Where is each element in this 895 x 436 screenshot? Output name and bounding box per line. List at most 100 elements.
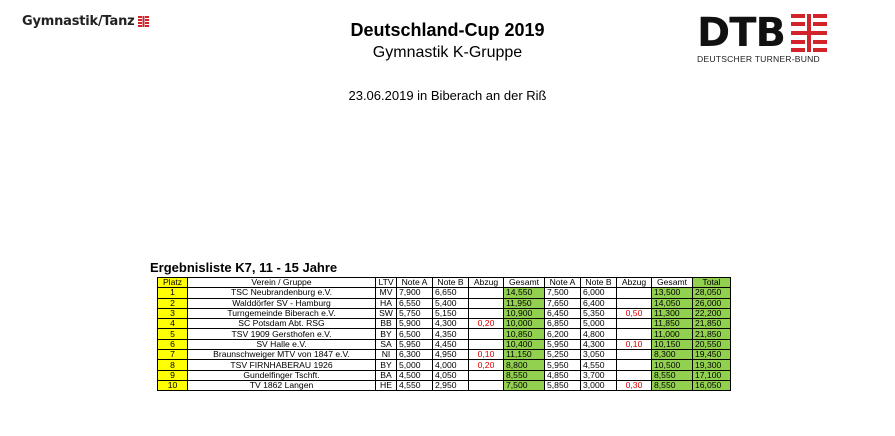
platz-cell: 6 [157, 338, 188, 351]
abzug2-cell [616, 369, 652, 381]
ltv-cell: SW [375, 307, 397, 320]
abzug2-cell [616, 297, 652, 309]
platz-cell: 8 [157, 359, 188, 371]
verein-cell: Walddörfer SV - Hamburg [187, 297, 376, 309]
abzug2-cell [616, 318, 652, 330]
note-b1-cell: 4,350 [432, 328, 469, 340]
dtb-emblem-icon [790, 14, 827, 52]
left-brand-text: Gymnastik/Tanz [22, 14, 135, 29]
total-cell: 19,300 [692, 359, 731, 371]
verein-cell: SC Potsdam Abt. RSG [187, 318, 376, 330]
note-b1-cell: 5,150 [432, 307, 469, 320]
col-note-b2-header: Note B [580, 276, 617, 289]
platz-cell: 9 [157, 369, 188, 381]
note-a2-cell: 4,850 [544, 369, 581, 381]
event-date-place: 23.06.2019 in Biberach an der Riß [348, 88, 547, 103]
verein-cell: TSC Neubrandenburg e.V. [187, 287, 376, 299]
dtb-logo-subtitle: DEUTSCHER TURNER-BUND [697, 54, 820, 64]
total-cell: 20,550 [692, 338, 731, 351]
gesamt1-cell: 10,000 [503, 318, 545, 330]
platz-cell: 10 [157, 379, 188, 392]
note-b2-cell: 4,800 [580, 328, 617, 340]
table-row: 3 Turngemeinde Biberach e.V. SW 5,750 5,150 1… [157, 307, 731, 320]
note-b1-cell: 2,950 [432, 379, 469, 392]
abzug1-cell [468, 338, 504, 351]
gesamt2-cell: 8,300 [651, 349, 693, 361]
verein-cell: SV Halle e.V. [187, 338, 376, 351]
verein-cell: Turngemeinde Biberach e.V. [187, 307, 376, 320]
abzug1-cell [468, 379, 504, 392]
ltv-cell: BY [375, 328, 397, 340]
note-a1-cell: 5,750 [396, 307, 433, 320]
abzug2-cell [616, 328, 652, 340]
total-cell: 16,050 [692, 379, 731, 392]
note-b2-cell: 3,700 [580, 369, 617, 381]
note-a2-cell: 5,950 [544, 338, 581, 351]
note-b1-cell: 6,650 [432, 287, 469, 299]
gymnastik-tanz-logo: Gymnastik/Tanz [22, 14, 149, 29]
verein-cell: Braunschweiger MTV von 1847 e.V. [187, 349, 376, 361]
note-a1-cell: 6,550 [396, 297, 433, 309]
platz-cell: 2 [157, 297, 188, 309]
ltv-cell: BB [375, 318, 397, 330]
table-row: 4 SC Potsdam Abt. RSG BB 5,900 4,300 0,20 10,0… [157, 318, 731, 330]
note-b2-cell: 4,300 [580, 338, 617, 351]
abzug2-cell [616, 287, 652, 299]
total-cell: 26,000 [692, 297, 731, 309]
table-row: 5 TSV 1909 Gersthofen e.V. BY 6,500 4,350 10,… [157, 328, 731, 340]
gesamt2-cell: 8,550 [651, 369, 693, 381]
abzug1-cell [468, 369, 504, 381]
abzug2-cell [616, 359, 652, 371]
table-row: 8 TSV FIRNHABERAU 1926 BY 5,000 4,000 0,20 8,8… [157, 359, 731, 371]
abzug2-cell [616, 349, 652, 361]
note-a2-cell: 7,500 [544, 287, 581, 299]
ltv-cell: MV [375, 287, 397, 299]
note-b2-cell: 3,000 [580, 379, 617, 392]
ltv-cell: BY [375, 359, 397, 371]
page-subtitle: Gymnastik K-Gruppe [372, 44, 523, 61]
note-b2-cell: 5,000 [580, 318, 617, 330]
gesamt2-cell: 13,500 [651, 287, 693, 299]
note-a2-cell: 6,200 [544, 328, 581, 340]
verein-cell: TSV 1909 Gersthofen e.V. [187, 328, 376, 340]
abzug1-cell [468, 287, 504, 299]
gesamt1-cell: 11,150 [503, 349, 545, 361]
platz-cell: 4 [157, 318, 188, 330]
note-a1-cell: 5,950 [396, 338, 433, 351]
note-b2-cell: 6,400 [580, 297, 617, 309]
note-b1-cell: 4,950 [432, 349, 469, 361]
ltv-cell: HA [375, 297, 397, 309]
col-abzug1-header: Abzug [468, 276, 504, 289]
note-a2-cell: 6,850 [544, 318, 581, 330]
total-cell: 19,450 [692, 349, 731, 361]
note-a1-cell: 5,900 [396, 318, 433, 330]
gesamt2-cell: 14,050 [651, 297, 693, 309]
platz-cell: 3 [157, 307, 188, 320]
abzug1-cell [468, 307, 504, 320]
note-b1-cell: 5,400 [432, 297, 469, 309]
note-a1-cell: 6,500 [396, 328, 433, 340]
gesamt2-cell: 11,300 [651, 307, 693, 320]
col-total-header: Total [692, 276, 731, 289]
col-gesamt1-header: Gesamt [503, 276, 545, 289]
note-a1-cell: 4,500 [396, 369, 433, 381]
col-note-a1-header: Note A [396, 276, 433, 289]
platz-cell: 1 [157, 287, 188, 299]
table-row: 1 TSC Neubrandenburg e.V. MV 7,900 6,650 14,5… [157, 287, 731, 299]
note-a2-cell: 5,850 [544, 379, 581, 392]
abzug1-cell: 0,10 [468, 349, 504, 361]
abzug2-cell: 0,30 [616, 379, 652, 392]
note-b1-cell: 4,450 [432, 338, 469, 351]
abzug1-cell: 0,20 [468, 359, 504, 371]
verein-cell: TV 1862 Langen [187, 379, 376, 392]
abzug2-cell: 0,10 [616, 338, 652, 351]
table-row: 10 TV 1862 Langen HE 4,550 2,950 7,500 5,850 3,… [157, 379, 731, 392]
ltv-cell: BA [375, 369, 397, 381]
note-b1-cell: 4,000 [432, 359, 469, 371]
col-note-b1-header: Note B [432, 276, 469, 289]
note-a2-cell: 5,950 [544, 359, 581, 371]
note-a1-cell: 7,900 [396, 287, 433, 299]
gesamt1-cell: 14,550 [503, 287, 545, 299]
col-abzug2-header: Abzug [616, 276, 652, 289]
gesamt2-cell: 11,000 [651, 328, 693, 340]
